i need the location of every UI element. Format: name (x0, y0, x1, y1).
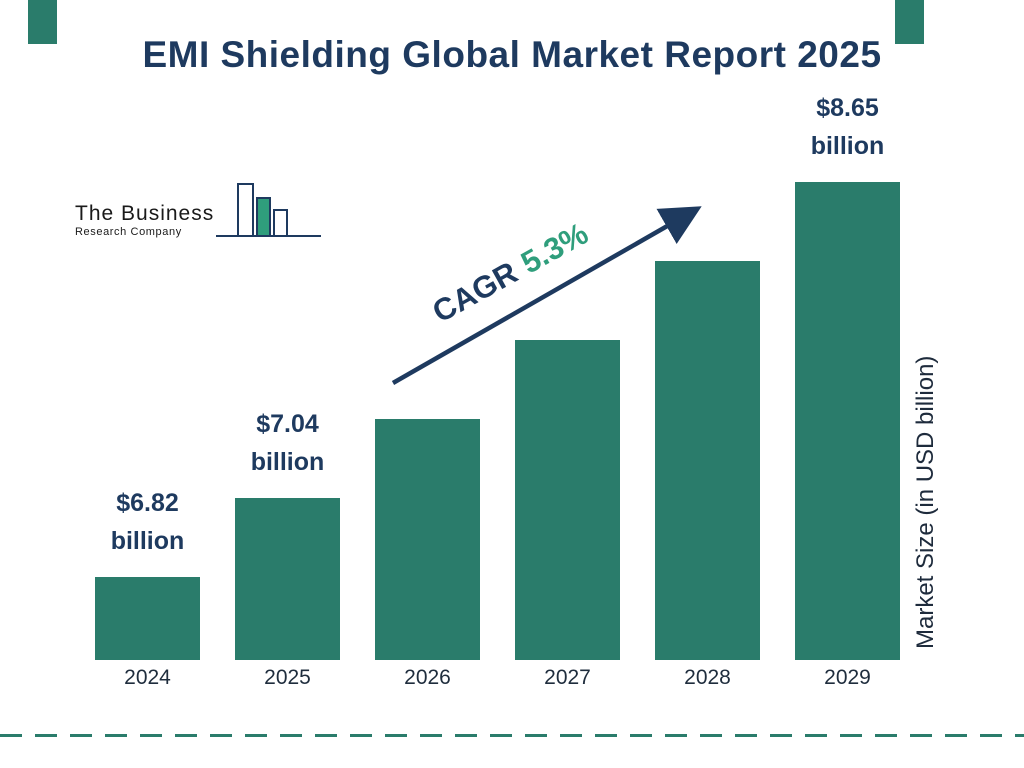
x-tick-2029: 2029 (824, 666, 871, 689)
bar-2029 (795, 182, 900, 660)
x-tick-2025: 2025 (264, 666, 311, 689)
logo: The Business Research Company (75, 182, 322, 246)
bar-2025 (235, 498, 340, 660)
bar-2024 (95, 577, 200, 660)
value-label-2029: $8.65 billion (810, 93, 885, 161)
corner-accent-left (28, 0, 57, 44)
corner-accent-right (895, 0, 924, 44)
bar-2027 (515, 340, 620, 660)
y-axis-label: Market Size (in USD billion) (912, 355, 939, 650)
logo-bars-icon (216, 183, 322, 237)
bar-2026 (375, 419, 480, 660)
bottom-dashed-divider (0, 734, 1024, 737)
page-title: EMI Shielding Global Market Report 2025 (142, 34, 882, 75)
value-label-2025: $7.04 billion (250, 409, 325, 477)
x-tick-2024: 2024 (124, 666, 171, 689)
x-tick-2027: 2027 (544, 666, 591, 689)
bar-2028 (655, 261, 760, 660)
value-label-2024: $6.82 billion (110, 488, 185, 556)
logo-text: The Business Research Company (75, 202, 214, 238)
x-tick-2028: 2028 (684, 666, 731, 689)
logo-line1: The Business (75, 202, 215, 225)
cagr-trend-arrow (391, 206, 702, 385)
x-tick-2026: 2026 (404, 666, 451, 689)
logo-line2: Research Company (75, 226, 182, 238)
